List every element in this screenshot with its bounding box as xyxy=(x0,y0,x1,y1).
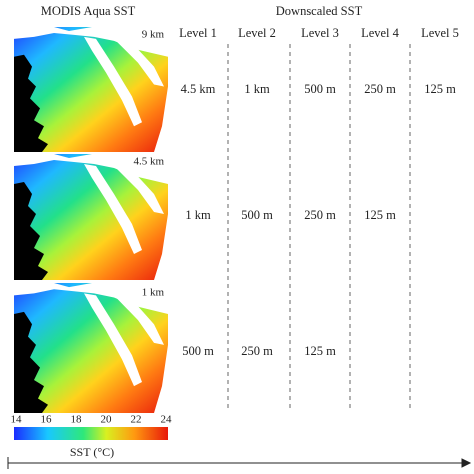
level-header: Level 4 xyxy=(361,26,400,40)
resolution-cell: 500 m xyxy=(304,82,336,96)
colorbar-tick-label: 24 xyxy=(161,414,173,426)
resolution-cell: 125 m xyxy=(364,208,396,222)
colorbar-tick-label: 20 xyxy=(101,414,113,426)
colorbar xyxy=(14,427,168,440)
level-header: Level 1 xyxy=(179,26,217,40)
resolution-cell: 250 m xyxy=(364,82,396,96)
resolution-cell: 125 m xyxy=(304,344,336,358)
right-header: Downscaled SST xyxy=(276,4,363,18)
level-header: Level 3 xyxy=(301,26,339,40)
level-header: Level 2 xyxy=(238,26,276,40)
colorbar-tick-label: 14 xyxy=(11,414,23,426)
image-label: 9 km xyxy=(142,29,165,41)
resolution-cell: 1 km xyxy=(244,82,270,96)
colorbar-tick-label: 16 xyxy=(41,414,53,426)
left-header: MODIS Aqua SST xyxy=(41,4,136,18)
resolution-cell: 4.5 km xyxy=(181,82,216,96)
colorbar-tick-label: 18 xyxy=(71,414,83,426)
colorbar-tick-label: 22 xyxy=(131,414,142,426)
sst-map xyxy=(14,154,168,280)
progression-arrow xyxy=(7,457,472,469)
sst-map xyxy=(14,27,168,152)
resolution-cell: 125 m xyxy=(424,82,456,96)
colorbar-label: SST (°C) xyxy=(70,445,114,459)
image-label: 1 km xyxy=(142,287,165,299)
sst-map xyxy=(14,283,168,413)
resolution-cell: 500 m xyxy=(182,344,214,358)
image-label: 4.5 km xyxy=(133,156,164,168)
level-dividers xyxy=(227,44,411,410)
resolution-cell: 250 m xyxy=(304,208,336,222)
resolution-cell: 1 km xyxy=(185,208,211,222)
resolution-cell: 500 m xyxy=(241,208,273,222)
resolution-cell: 250 m xyxy=(241,344,273,358)
level-header: Level 5 xyxy=(421,26,459,40)
